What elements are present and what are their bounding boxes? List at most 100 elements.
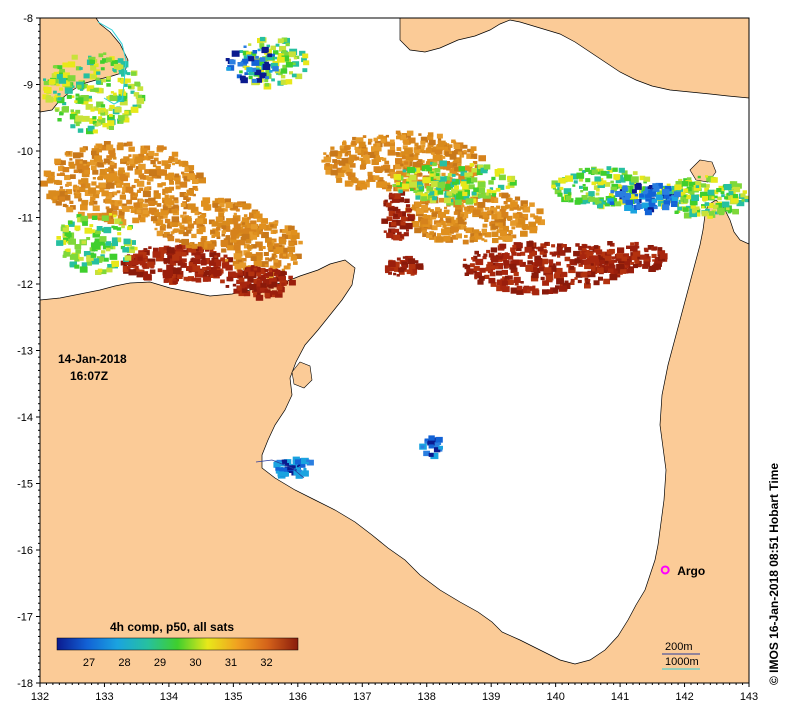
sst-pixel [139,217,146,223]
sst-pixel [241,217,250,224]
sst-pixel [475,233,483,240]
sst-pixel [264,224,272,231]
sst-pixel [450,220,456,225]
sst-pixel [138,199,143,203]
sst-pixel [228,271,236,278]
sst-pixel [111,60,118,66]
sst-pixel [399,223,408,230]
sst-pixel [141,263,148,268]
sst-pixel [116,180,124,186]
sst-pixel [384,160,390,165]
sst-pixel [630,208,637,214]
sst-pixel [79,67,83,70]
sst-pixel [604,255,612,261]
sst-pixel [504,252,509,255]
sst-pixel [280,74,286,79]
sst-pixel [700,183,707,188]
sst-pixel [167,258,175,264]
sst-pixel [596,267,604,274]
sst-pixel [685,205,693,212]
sst-pixel [593,185,600,190]
sst-pixel [93,106,99,111]
sst-pixel [236,74,242,79]
sst-pixel [110,161,115,166]
sst-pixel [292,62,296,66]
sst-pixel [383,230,387,233]
sst-pixel [281,37,288,42]
sst-pixel [123,238,131,245]
sst-pixel [117,115,125,121]
sst-pixel [73,189,77,193]
sst-pixel [514,282,519,286]
sst-pixel [222,220,231,227]
sst-pixel [104,173,112,180]
sst-pixel [574,277,578,280]
sst-pixel [81,240,87,245]
sst-pixel [283,471,289,477]
sst-pixel [95,212,102,218]
sst-pixel [111,203,119,210]
sst-pixel [409,153,414,157]
sst-pixel [468,172,473,177]
sst-pixel [498,192,504,197]
argo-float[interactable]: Argo [660,564,706,578]
sst-pixel [705,175,708,178]
sst-pixel [444,197,451,204]
sst-pixel [288,279,296,286]
sst-pixel [448,233,452,236]
sst-pixel [590,263,594,266]
sst-pixel [162,224,167,228]
sst-pixel [226,67,231,71]
sst-pixel [164,276,172,283]
sst-pixel [246,67,253,73]
sst-pixel [259,43,265,48]
sst-pixel [249,212,257,219]
sst-pixel [90,229,95,233]
timestamp-time: 16:07Z [70,369,108,383]
sst-pixel [452,163,457,167]
sst-pixel [487,261,494,267]
argo-marker-icon[interactable] [660,565,670,575]
sst-pixel [198,269,204,275]
sst-pixel [564,280,569,284]
sst-pixel [467,148,472,153]
lon-tick-label: 139 [482,691,500,703]
sst-pixel [451,139,456,144]
sst-pixel [440,220,446,226]
sst-pixel [133,92,140,97]
sst-pixel [423,450,430,457]
sst-pixel [169,195,175,200]
sst-pixel [664,185,672,192]
sst-pixel [725,194,734,201]
sst-pixel [702,196,708,201]
sst-pixel [615,256,622,262]
sst-pixel [604,182,611,187]
sst-pixel [46,178,54,184]
sst-pixel [371,159,379,165]
sst-pixel [435,436,443,443]
sst-pixel [609,274,618,281]
sst-pixel [630,261,634,265]
sst-pixel [478,193,485,198]
sst-pixel [556,274,564,280]
sst-pixel [86,85,95,92]
sst-pixel [64,174,71,181]
sst-pixel [735,183,742,189]
sst-pixel [701,210,709,217]
sst-pixel [643,256,651,262]
sst-pixel [303,60,310,66]
sst-pixel [652,185,660,192]
sst-pixel [389,168,395,174]
sst-pixel [267,241,272,245]
sst-pixel [582,248,587,252]
sst-pixel [119,194,126,200]
sst-pixel [394,214,398,217]
sst-pixel [229,59,236,65]
sst-pixel [117,232,122,236]
sst-pixel [126,72,131,76]
sst-pixel [470,233,474,236]
sst-pixel [401,183,410,190]
sst-pixel [275,467,280,471]
sst-pixel [627,267,634,274]
sst-pixel [62,236,71,243]
